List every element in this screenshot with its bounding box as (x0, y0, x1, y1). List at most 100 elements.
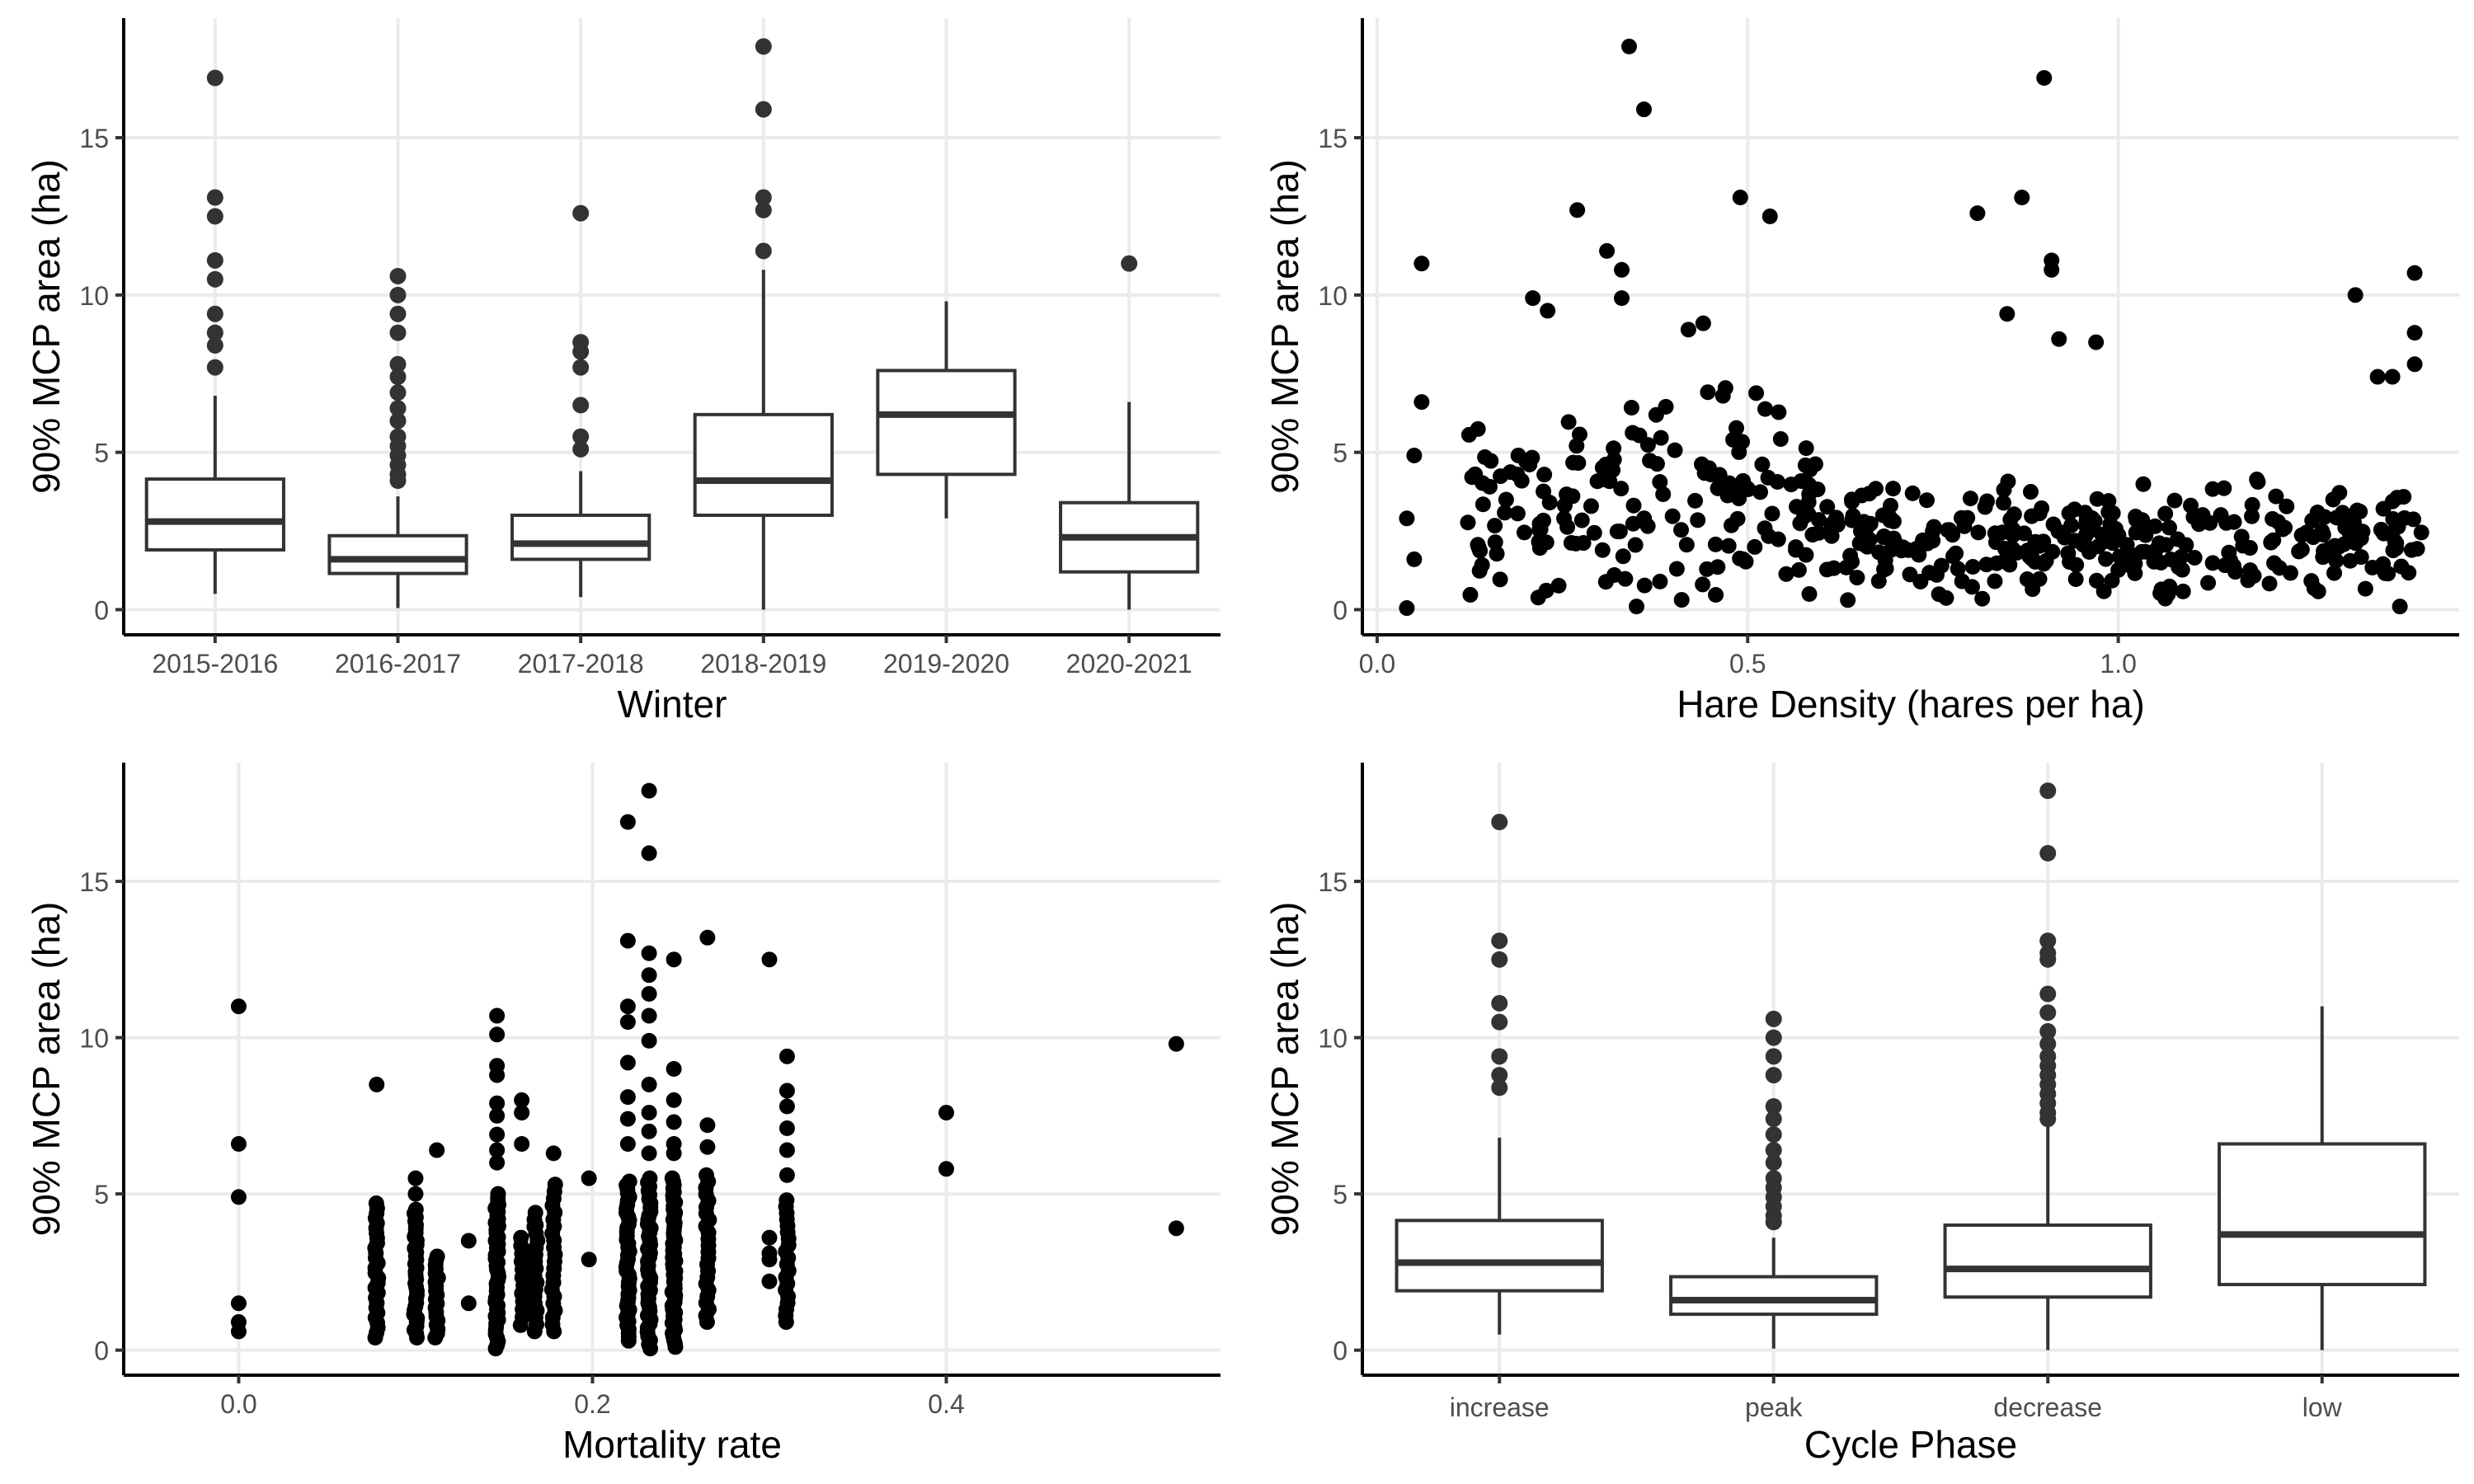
data-point (1635, 101, 1652, 118)
data-point (2369, 369, 2386, 385)
data-point (2268, 488, 2284, 505)
outlier-point (206, 359, 223, 376)
data-point (2175, 583, 2191, 599)
data-point (2174, 561, 2190, 578)
data-point (2218, 514, 2235, 531)
data-point (761, 1273, 778, 1289)
data-point (1560, 414, 1577, 430)
data-point (1885, 481, 1902, 497)
data-point (2036, 70, 2053, 87)
data-point (2227, 564, 2244, 580)
box-peak (1669, 1010, 1879, 1349)
data-point (1818, 561, 1835, 578)
x-axis-title: Hare Density (hares per ha) (1677, 683, 2145, 726)
x-tick-label: 0.0 (220, 1389, 256, 1419)
outlier-point (755, 242, 772, 260)
box-2019-2020 (876, 301, 1017, 519)
data-point (1678, 537, 1695, 553)
data-point (230, 1295, 247, 1312)
outlier-point (389, 472, 407, 489)
y-tick-label: 10 (1318, 281, 1348, 311)
data-point (1738, 480, 1755, 496)
iqr-box (1395, 1219, 1604, 1293)
outlier-point (2039, 844, 2057, 862)
outlier-point (572, 359, 590, 376)
data-point (1460, 514, 1476, 531)
data-point (1487, 518, 1503, 534)
data-point (1540, 303, 1556, 319)
data-point (1636, 577, 1653, 594)
data-point (619, 1111, 636, 1127)
data-point (666, 1061, 682, 1077)
data-point (2293, 542, 2310, 558)
outlier-point (1491, 1013, 1508, 1031)
data-point (1997, 541, 2013, 557)
box-2016-2017 (327, 267, 468, 608)
data-point (1964, 559, 1981, 575)
data-point (1625, 425, 1641, 441)
data-point (2095, 583, 2112, 599)
data-point (1599, 242, 1616, 259)
x-tick-label: 2019-2020 (883, 649, 1009, 679)
outlier-point (389, 384, 407, 402)
data-point (1778, 566, 1794, 582)
data-point (230, 998, 247, 1015)
outlier-point (2039, 1004, 2057, 1021)
data-point (2409, 541, 2425, 557)
data-point (1802, 462, 1818, 478)
iqr-box (876, 369, 1017, 477)
x-axis-title: Cycle Phase (1804, 1423, 2017, 1466)
data-point (1731, 444, 1747, 460)
data-point (368, 1195, 384, 1212)
data-point (2022, 484, 2039, 500)
data-point (1719, 487, 1736, 504)
data-point (1933, 557, 1950, 574)
box-low (2218, 1006, 2427, 1350)
data-point (2006, 506, 2022, 523)
data-point (489, 1067, 506, 1083)
outlier-point (206, 336, 223, 354)
data-point (2162, 552, 2179, 568)
data-point (1708, 587, 1724, 603)
data-point (1790, 561, 1807, 578)
data-point (1594, 542, 1611, 558)
data-point (1945, 527, 1961, 543)
data-point (1525, 290, 1541, 307)
data-point (460, 1233, 477, 1249)
data-point (2244, 496, 2260, 513)
data-point (2326, 565, 2343, 581)
data-point (1615, 548, 1631, 565)
data-point (1475, 496, 1491, 513)
data-point (778, 1167, 795, 1183)
data-point (1673, 522, 1690, 538)
data-point (1859, 538, 1875, 555)
data-point (1852, 523, 1869, 539)
x-tick-label: 1.0 (2100, 649, 2136, 679)
data-point (1472, 542, 1489, 559)
data-point (2068, 556, 2085, 573)
data-point (1667, 442, 1683, 458)
data-point (1772, 430, 1789, 447)
data-point (1652, 474, 1668, 491)
data-point (619, 1135, 636, 1152)
outlier-point (1491, 814, 1508, 831)
data-point (489, 1007, 506, 1024)
data-point (1489, 546, 1505, 562)
data-point (938, 1105, 954, 1121)
data-point (1904, 485, 1921, 501)
data-point (230, 1189, 247, 1205)
data-point (1761, 208, 1778, 224)
data-point (2166, 492, 2183, 509)
data-point (1687, 492, 1704, 509)
data-point (1921, 565, 1938, 581)
data-point (778, 1098, 795, 1115)
data-point (1606, 440, 1622, 457)
x-axis-title: Mortality rate (562, 1423, 782, 1466)
data-point (2200, 575, 2217, 591)
data-point (1583, 498, 1599, 514)
data-point (1882, 497, 1898, 514)
data-point (1556, 497, 1573, 514)
data-point (2104, 533, 2120, 549)
data-point (1668, 561, 1685, 577)
y-axis-title: 90% MCP area (ha) (1263, 902, 1306, 1237)
